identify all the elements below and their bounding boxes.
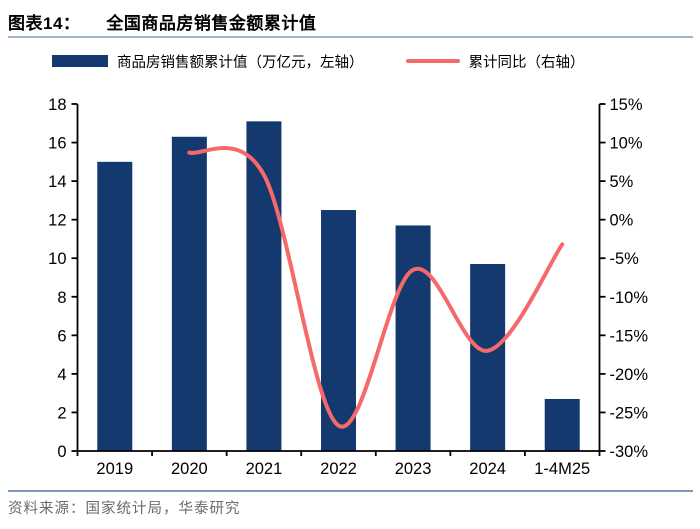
- figure-label: 图表14：: [8, 14, 81, 33]
- title-separator: [8, 36, 693, 38]
- left-axis-tick-label: 18: [48, 96, 66, 114]
- right-axis-tick-label: -25%: [610, 404, 649, 422]
- bar-2020: [171, 136, 207, 451]
- x-axis-label-2022: 2022: [320, 460, 357, 478]
- x-axis-label-2021: 2021: [246, 460, 283, 478]
- left-axis-tick-label: 4: [57, 366, 66, 384]
- bar-2021: [246, 121, 282, 451]
- legend-label: 商品房销售额累计值（万亿元，左轴）: [117, 54, 364, 71]
- left-axis-tick-label: 12: [48, 212, 66, 230]
- left-axis-tick-label: 10: [48, 250, 66, 268]
- right-axis-tick-label: -20%: [610, 366, 649, 384]
- right-axis-tick-label: -10%: [610, 289, 649, 307]
- right-axis-tick-label: -15%: [610, 327, 649, 345]
- right-axis-tick-label: 0%: [610, 212, 634, 230]
- figure-title: 图表14： 全国商品房销售金额累计值: [8, 9, 692, 34]
- x-axis-label-2023: 2023: [395, 460, 432, 478]
- page-title: 全国商品房销售金额累计值: [106, 14, 317, 33]
- yoy-line: [187, 146, 565, 429]
- left-axis-tick-label: 0: [57, 443, 66, 461]
- right-axis-tick-label: -5%: [610, 250, 640, 268]
- left-axis-tick-label: 2: [57, 404, 66, 422]
- bar-2022: [321, 210, 356, 451]
- bar-1-4M25: [544, 398, 580, 451]
- bar-2019: [97, 161, 133, 452]
- bar-2024: [470, 264, 506, 451]
- source-note: 资料来源：国家统计局，华泰研究: [8, 501, 241, 517]
- left-axis-tick-label: 8: [57, 289, 66, 307]
- legend-label: 累计同比（右轴）: [468, 54, 585, 71]
- right-axis-tick-label: -30%: [610, 443, 649, 461]
- x-axis-label-2024: 2024: [469, 460, 506, 478]
- chart-canvas: 0 2 4 6 8 10 12 14 16 18 -30% -25% -20% -15% -10% -5% 0%…: [48, 96, 649, 478]
- bar-2023: [395, 225, 431, 451]
- legend-line-swatch: [405, 59, 460, 63]
- right-axis-tick-label: 10%: [610, 135, 643, 153]
- x-axis-label-2020: 2020: [171, 460, 208, 478]
- x-axis-label-1-4M25: 1-4M25: [534, 460, 590, 478]
- left-axis-tick-label: 6: [57, 327, 66, 345]
- right-axis-tick-label: 5%: [610, 173, 634, 191]
- legend-bar-swatch: [52, 55, 108, 67]
- footer-separator: [8, 490, 693, 492]
- left-axis-tick-label: 16: [48, 135, 66, 153]
- right-axis-tick-label: 15%: [610, 96, 643, 114]
- chart-legend: 商品房销售额累计值（万亿元，左轴） 累计同比（右轴）: [52, 52, 585, 71]
- x-axis-label-2019: 2019: [96, 460, 133, 478]
- chart-area: 0 2 4 6 8 10 12 14 16 18 -30% -25% -20% -15% -10% -5% 0%…: [48, 96, 649, 478]
- left-axis-tick-label: 14: [48, 173, 66, 191]
